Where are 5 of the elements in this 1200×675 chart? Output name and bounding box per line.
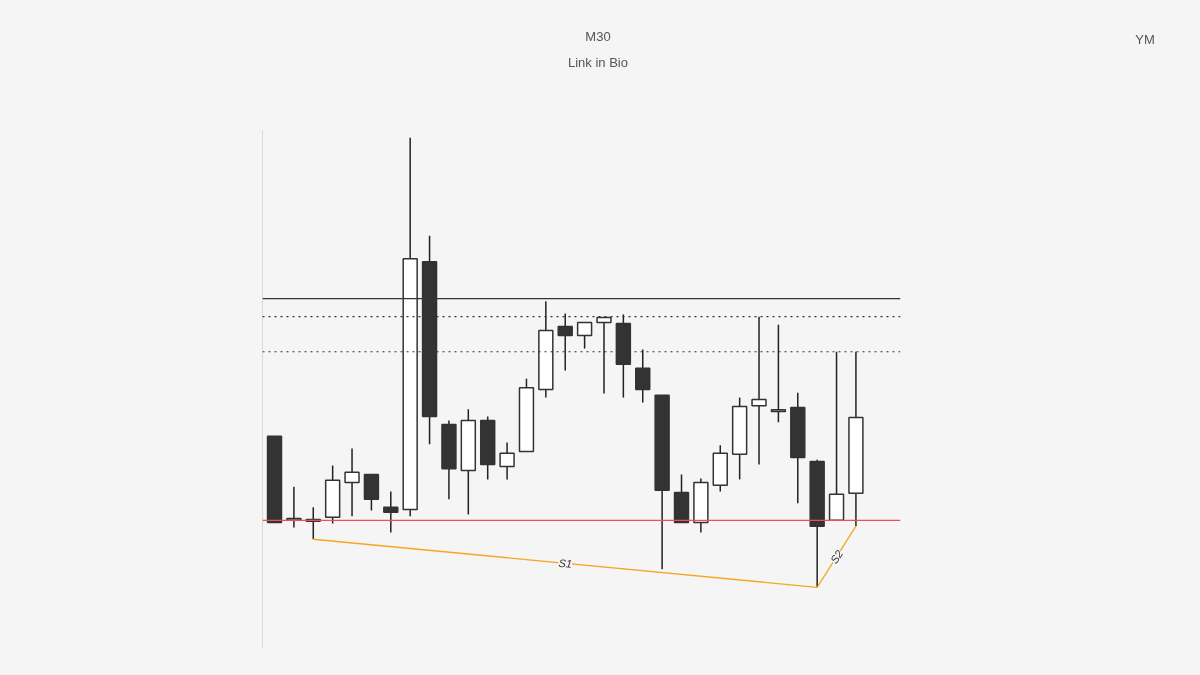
text: YM xyxy=(1134,31,1156,49)
text: S2 xyxy=(827,547,846,566)
chart-subtitle: Link in Bio xyxy=(567,54,629,72)
text: S1 xyxy=(557,556,573,570)
chart-title: M30 xyxy=(585,29,611,44)
